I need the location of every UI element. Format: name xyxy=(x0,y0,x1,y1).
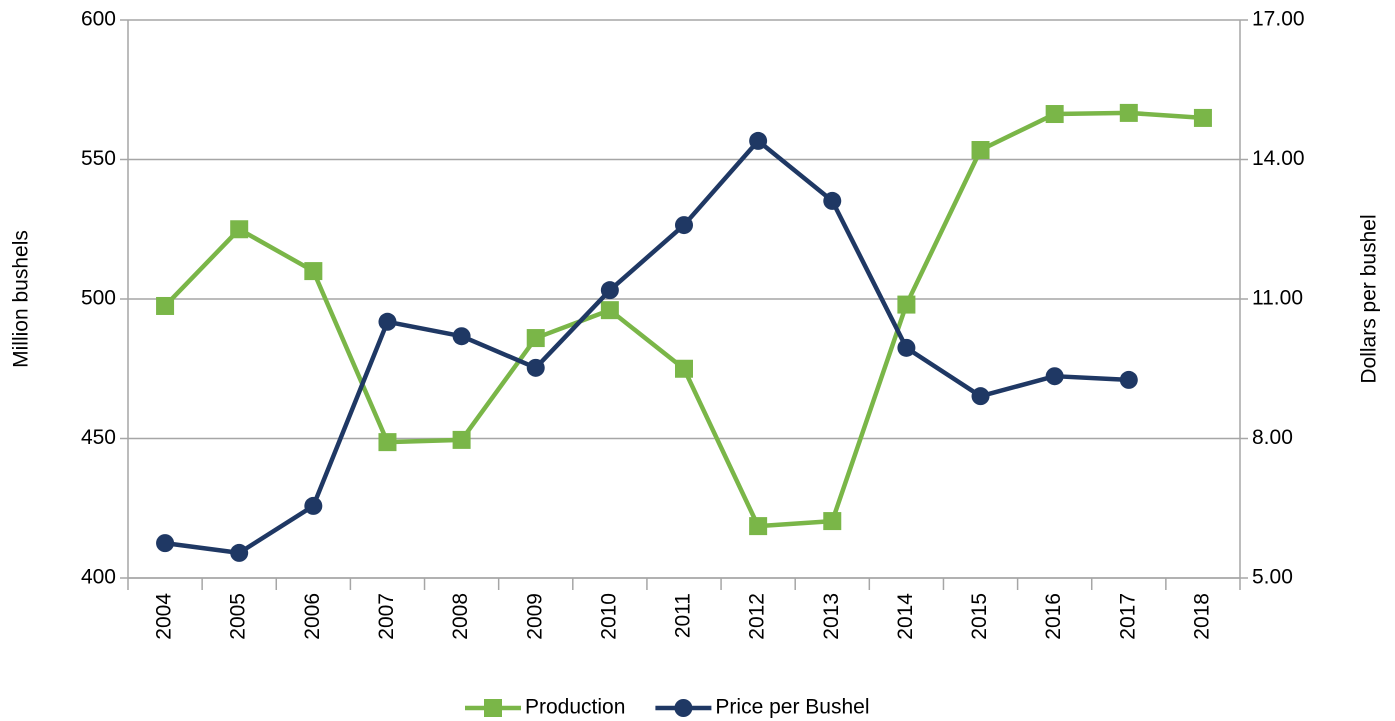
y2-axis-title: Dollars per bushel xyxy=(1358,214,1381,383)
marker xyxy=(1045,105,1064,124)
marker xyxy=(304,496,323,515)
legend-item: Price per Bushel xyxy=(655,696,869,719)
legend-label: Price per Bushel xyxy=(715,696,869,719)
legend-item: Production xyxy=(465,696,625,719)
marker xyxy=(230,220,249,239)
series-line xyxy=(164,138,1129,556)
y2-tick-label: 14.00 xyxy=(1252,147,1305,170)
marker xyxy=(230,543,249,562)
marker xyxy=(1119,370,1138,389)
marker xyxy=(823,512,842,531)
x-tick-label: 2017 xyxy=(1116,593,1139,640)
marker xyxy=(675,216,693,235)
marker xyxy=(304,262,323,281)
marker xyxy=(156,296,175,315)
x-tick-label: 2009 xyxy=(523,593,546,640)
legend-label: Production xyxy=(525,696,625,719)
x-tick-label: 2008 xyxy=(449,593,472,640)
marker xyxy=(749,517,768,536)
y-tick-label: 400 xyxy=(81,566,116,589)
marker xyxy=(971,387,990,406)
x-tick-label: 2006 xyxy=(301,593,324,640)
marker xyxy=(971,141,990,160)
marker xyxy=(600,301,619,320)
marker xyxy=(675,359,693,378)
x-tick-label: 2014 xyxy=(894,593,917,640)
marker xyxy=(1119,103,1138,122)
x-tick-label: 2005 xyxy=(227,593,250,640)
y2-tick-label: 8.00 xyxy=(1252,426,1293,449)
y-tick-label: 450 xyxy=(81,426,116,449)
marker xyxy=(452,430,471,449)
marker xyxy=(526,329,545,348)
marker xyxy=(897,338,916,357)
x-tick-label: 2004 xyxy=(153,593,176,640)
marker xyxy=(749,131,768,150)
marker xyxy=(897,295,916,314)
marker xyxy=(378,312,397,331)
marker xyxy=(1045,367,1064,386)
series-line xyxy=(163,110,1204,529)
x-tick-label: 2018 xyxy=(1190,593,1213,640)
marker xyxy=(823,191,842,210)
legend-marker xyxy=(484,699,502,717)
y-tick-label: 550 xyxy=(81,147,116,170)
marker xyxy=(526,358,545,377)
marker xyxy=(600,281,619,300)
x-tick-label: 2015 xyxy=(968,593,991,640)
y-axis-title: Million bushels xyxy=(10,230,33,368)
x-tick-label: 2012 xyxy=(746,593,769,640)
marker xyxy=(378,433,397,452)
x-tick-label: 2010 xyxy=(597,593,620,640)
marker xyxy=(156,534,175,553)
x-tick-label: 2013 xyxy=(820,593,843,640)
marker xyxy=(1193,108,1212,127)
y-tick-label: 600 xyxy=(81,8,116,31)
marker xyxy=(452,327,471,346)
y-tick-label: 500 xyxy=(81,287,116,310)
y2-tick-label: 11.00 xyxy=(1252,287,1303,310)
x-tick-label: 2011 xyxy=(672,593,695,638)
x-tick-label: 2007 xyxy=(375,593,398,640)
x-tick-label: 2016 xyxy=(1042,593,1065,640)
y2-tick-label: 17.00 xyxy=(1252,8,1305,31)
legend-marker xyxy=(674,699,693,717)
y2-tick-label: 5.00 xyxy=(1252,566,1293,589)
